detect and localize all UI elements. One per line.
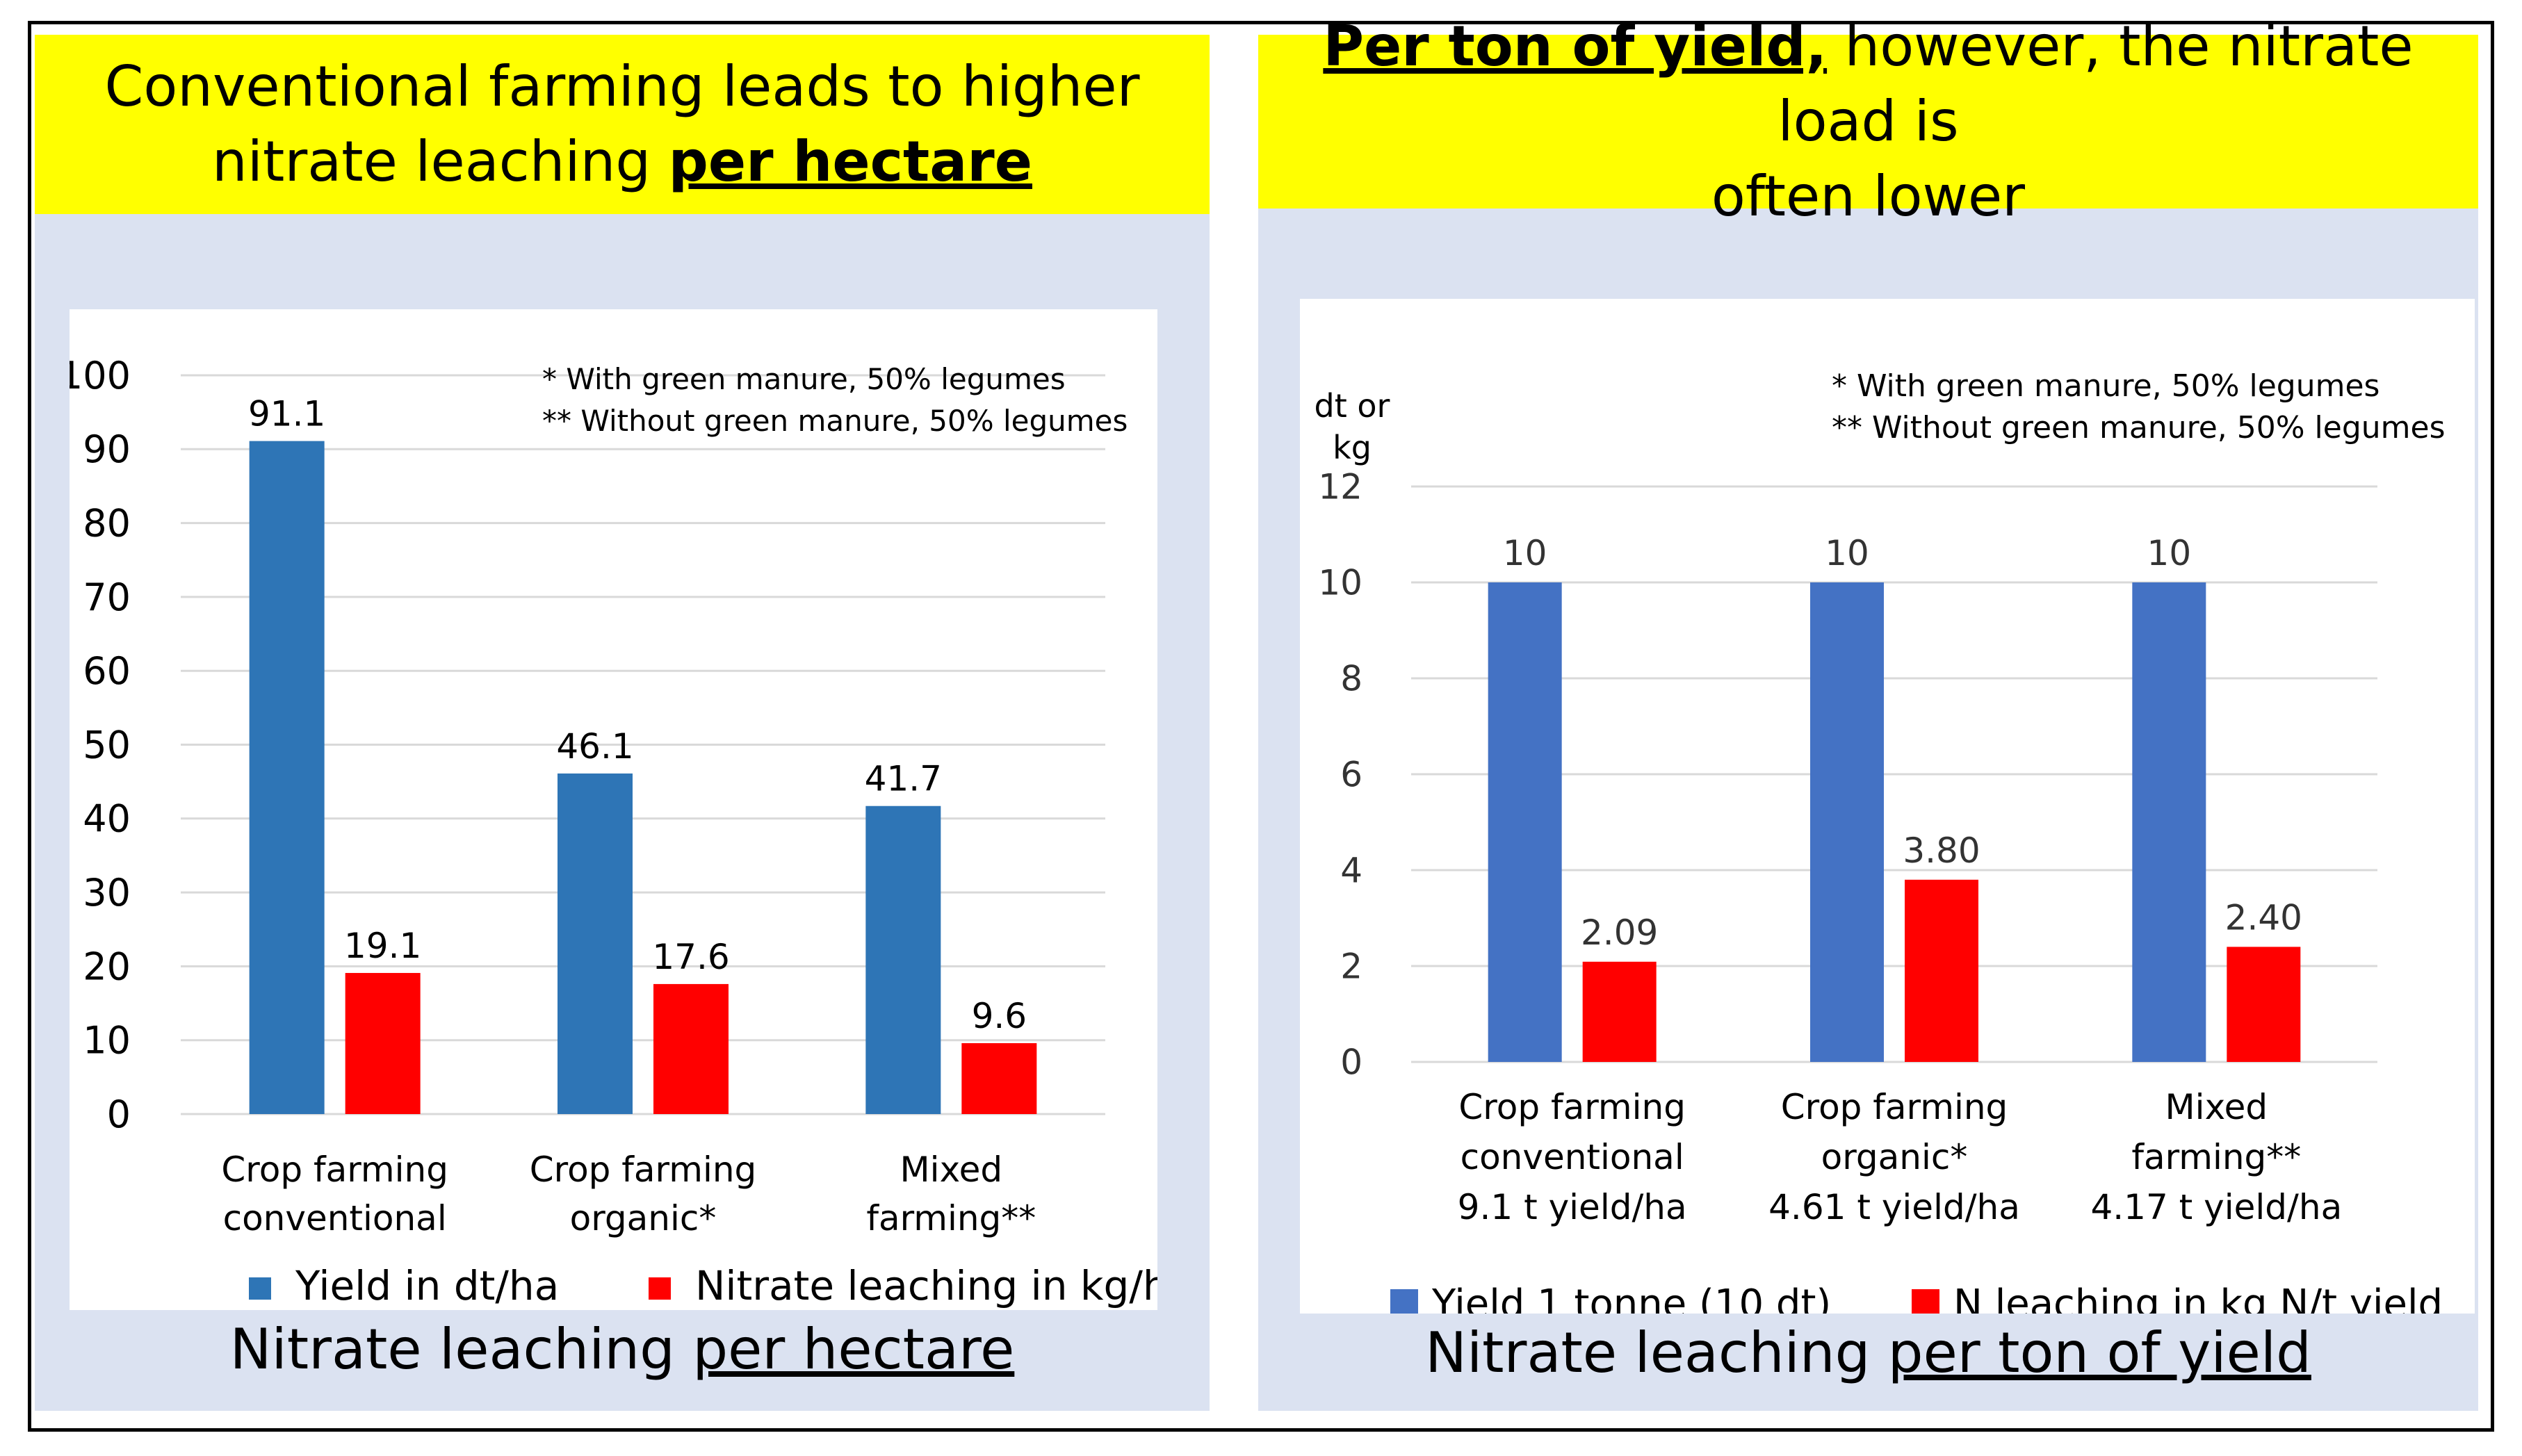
y-tick-label: 4 — [1340, 851, 1362, 891]
data-label: 2.09 — [1581, 913, 1658, 953]
legend-swatch — [1390, 1289, 1418, 1317]
y-tick-label: 10 — [1318, 563, 1362, 603]
legend-label: Nitrate leaching in kg/ha — [695, 1262, 1157, 1309]
data-label: 41.7 — [865, 759, 942, 799]
right-caption-text: Nitrate leaching — [1425, 1320, 1888, 1385]
category-label: farming** — [866, 1198, 1036, 1238]
left-caption-emphasis: per hectare — [692, 1317, 1015, 1382]
data-label: 10 — [1825, 533, 1869, 573]
data-label: 3.80 — [1903, 831, 1980, 871]
right-banner-line1: Per ton of yield, however, the nitrate l… — [1258, 9, 2478, 159]
legend-label: Yield in dt/ha — [295, 1262, 559, 1309]
y-tick-label: 0 — [1340, 1042, 1362, 1083]
bar — [558, 773, 633, 1114]
right-banner: Per ton of yield, however, the nitrate l… — [1258, 14, 2478, 229]
data-label: 2.40 — [2225, 897, 2302, 938]
bar — [249, 441, 325, 1114]
category-label: Mixed — [2165, 1087, 2268, 1127]
y-tick-label: 6 — [1340, 755, 1362, 795]
bar — [865, 805, 941, 1114]
data-label: 91.1 — [248, 394, 325, 434]
legend-swatch — [649, 1277, 671, 1300]
bar — [345, 972, 421, 1114]
category-label: organic* — [1821, 1137, 1968, 1177]
y-tick-label: 90 — [83, 427, 131, 471]
right-chart-area: 0 2 4 6 8 10 12 dt or kg 10 2.09 Crop farming conven… — [1300, 299, 2475, 1327]
y-tick-label: 0 — [107, 1093, 131, 1136]
left-banner-line2: nitrate leaching per hectare — [212, 124, 1032, 199]
bar — [653, 983, 729, 1114]
annotation: ** Without green manure, 50% legumes — [542, 404, 1128, 438]
category-label: 9.1 t yield/ha — [1458, 1187, 1687, 1227]
legend-label: N leaching in kg N/t yield — [1953, 1282, 2443, 1314]
y-tick-label: 30 — [83, 871, 131, 915]
bar — [1905, 879, 1978, 1062]
y-tick-label: 20 — [83, 944, 131, 988]
category-label: conventional — [223, 1198, 447, 1238]
y-tick-label: 10 — [83, 1019, 131, 1063]
left-banner: Conventional farming leads to higher nit… — [35, 35, 1210, 214]
annotation: ** Without green manure, 50% legumes — [1832, 410, 2446, 445]
legend-label: Yield 1 tonne (10 dt) — [1431, 1282, 1831, 1314]
category-label: Crop farming — [1781, 1087, 2008, 1127]
legend-swatch — [249, 1277, 271, 1300]
right-chart: 0 2 4 6 8 10 12 dt or kg 10 2.09 Crop farming conven… — [1315, 368, 2446, 1327]
bar — [1810, 582, 1884, 1062]
category-label: Mixed — [900, 1150, 1003, 1190]
category-label: Crop farming — [221, 1150, 448, 1190]
y-tick-label: 2 — [1340, 947, 1362, 987]
left-chart: 0 10 20 30 40 50 60 70 80 90 100 91.1 19.1 Crop farmi… — [59, 354, 1193, 1309]
category-label: Crop farming — [1458, 1087, 1686, 1127]
right-caption: Nitrate leaching per ton of yield — [1258, 1320, 2478, 1397]
right-banner-line1-text: however, the nitrate load is — [1777, 14, 2414, 154]
category-label: organic* — [570, 1198, 717, 1238]
left-banner-line1: Conventional farming leads to higher — [104, 54, 1140, 119]
data-label: 9.6 — [972, 996, 1027, 1036]
y-axis-label: kg — [1333, 429, 1372, 466]
annotation: * With green manure, 50% legumes — [1832, 368, 2379, 404]
left-chart-area: 0 10 20 30 40 50 60 70 80 90 100 91.1 19.1 Crop farmi… — [59, 309, 1193, 1310]
category-label: Crop farming — [530, 1150, 757, 1190]
bar — [961, 1042, 1037, 1114]
category-label: conventional — [1461, 1137, 1684, 1177]
figure-frame: Conventional farming leads to higher nit… — [28, 14, 2494, 1432]
left-caption-text: Nitrate leaching — [229, 1317, 693, 1382]
data-label: 10 — [2147, 533, 2192, 573]
bar — [2132, 582, 2206, 1062]
right-caption-emphasis: per ton of yield — [1887, 1320, 2311, 1385]
y-axis-label: dt or — [1315, 387, 1390, 425]
y-tick-label: 12 — [1318, 467, 1362, 507]
right-banner-emphasis: Per ton of yield, — [1323, 14, 1828, 79]
y-tick-label: 80 — [83, 502, 131, 546]
bar — [1488, 582, 1562, 1062]
category-label: 4.17 t yield/ha — [2090, 1187, 2342, 1227]
data-label: 46.1 — [556, 726, 633, 767]
right-banner-line2: often lower — [1711, 164, 2026, 229]
data-label: 19.1 — [344, 926, 421, 966]
left-banner-line2-text: nitrate leaching — [212, 129, 669, 194]
annotation: * With green manure, 50% legumes — [542, 362, 1066, 396]
y-tick-label: 40 — [83, 797, 131, 841]
legend-swatch — [1912, 1289, 1939, 1317]
bar — [1582, 961, 1657, 1062]
category-label: 4.61 t yield/ha — [1768, 1187, 2020, 1227]
data-label: 17.6 — [652, 937, 729, 977]
data-label: 10 — [1503, 533, 1547, 573]
category-label: farming** — [2131, 1137, 2301, 1177]
left-caption: Nitrate leaching per hectare — [35, 1317, 1210, 1393]
y-tick-label: 60 — [83, 649, 131, 693]
left-banner-emphasis: per hectare — [668, 129, 1032, 194]
y-tick-label: 70 — [83, 575, 131, 619]
y-tick-label: 50 — [83, 723, 131, 767]
bar — [2227, 947, 2301, 1062]
y-tick-label: 100 — [70, 354, 131, 398]
y-tick-label: 8 — [1340, 659, 1362, 699]
